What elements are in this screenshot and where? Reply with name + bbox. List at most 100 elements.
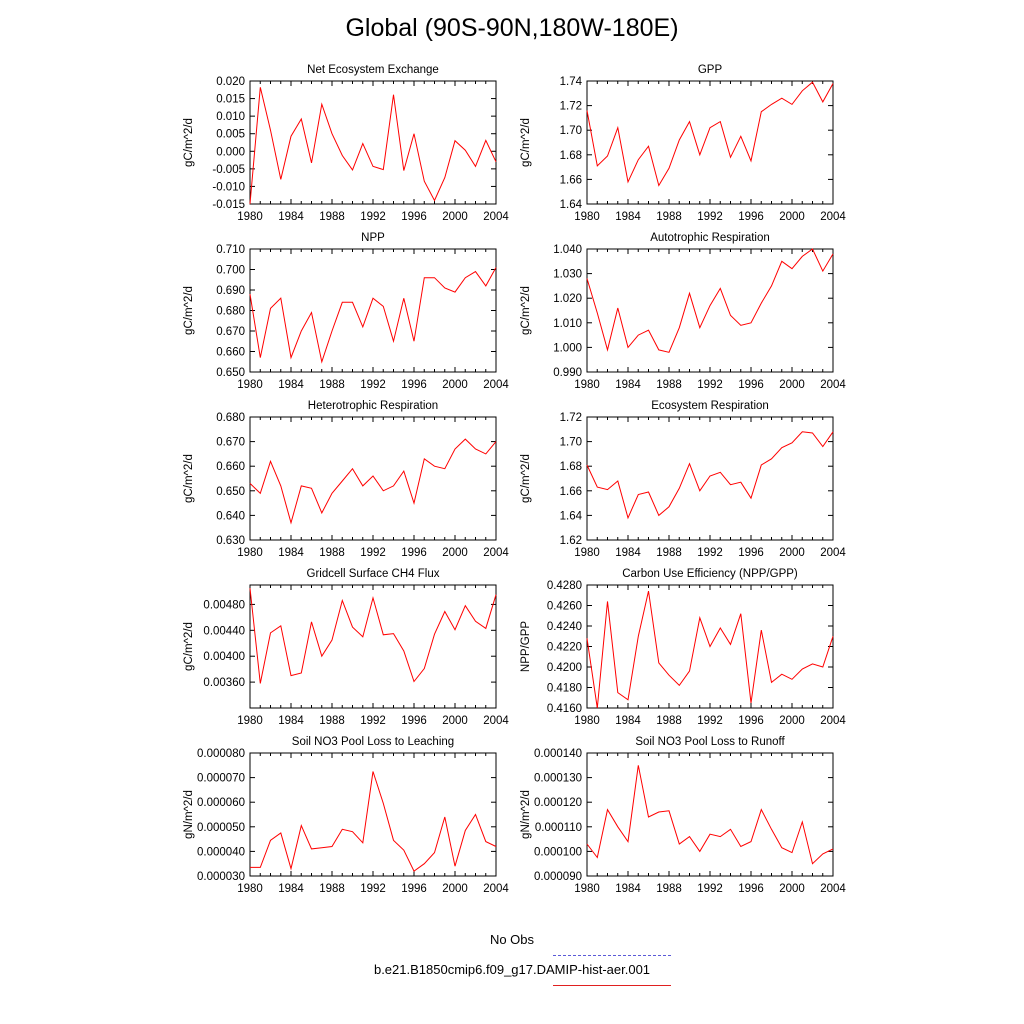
y-tick-label: 1.020: [553, 293, 582, 305]
y-tick-label: 0.630: [216, 535, 245, 547]
y-tick-label: 0.000040: [197, 846, 245, 858]
y-tick-label: 1.70: [560, 437, 582, 449]
x-tick-label: 1988: [656, 379, 682, 391]
y-tick-label: 1.030: [553, 269, 582, 281]
y-tick-label: 1.70: [560, 125, 582, 137]
y-tick-label: 0.4220: [547, 642, 582, 654]
x-tick-label: 2004: [820, 211, 846, 223]
y-axis-label: gC/m^2/d: [520, 454, 532, 503]
y-tick-label: 0.670: [216, 437, 245, 449]
legend-obs-label: No Obs: [489, 932, 535, 947]
x-tick-label: 1996: [401, 379, 427, 391]
x-tick-label: 1984: [278, 715, 304, 727]
x-tick-label: 2004: [483, 379, 509, 391]
y-tick-label: 0.00480: [203, 599, 245, 611]
x-tick-label: 1996: [738, 883, 764, 895]
y-tick-label: 0.710: [216, 244, 245, 256]
x-tick-label: 2004: [483, 715, 509, 727]
x-tick-label: 2000: [779, 211, 805, 223]
panel-1: Net Ecosystem Exchange gC/m^2/d -0.015 -0.0…: [183, 64, 509, 223]
x-tick-label: 2004: [820, 883, 846, 895]
plot-frame: [249, 248, 497, 373]
x-tick-label: 1984: [615, 379, 641, 391]
x-tick-label: 1988: [319, 379, 345, 391]
y-tick-label: 1.68: [560, 461, 582, 473]
x-tick-label: 2000: [442, 715, 468, 727]
y-tick-label: 0.670: [216, 326, 245, 338]
plot-frame: [586, 416, 834, 541]
y-tick-label: 0.680: [216, 306, 245, 318]
x-tick-label: 1996: [401, 211, 427, 223]
y-axis-label: gN/m^2/d: [520, 790, 532, 839]
series-line: [249, 588, 497, 684]
panel-title: Gridcell Surface CH4 Flux: [307, 568, 440, 580]
x-tick-label: 1980: [574, 211, 600, 223]
y-tick-label: 1.68: [560, 150, 582, 162]
y-axis-label: gN/m^2/d: [183, 790, 195, 839]
y-tick-label: 0.000100: [534, 846, 582, 858]
x-tick-label: 1992: [360, 883, 386, 895]
y-tick-label: 0.4160: [547, 703, 582, 715]
y-tick-label: 0.640: [216, 510, 245, 522]
y-tick-label: 1.040: [553, 244, 582, 256]
x-tick-label: 2004: [820, 379, 846, 391]
y-axis-label: gC/m^2/d: [183, 118, 195, 167]
panel-title: Net Ecosystem Exchange: [307, 64, 439, 76]
y-tick-label: 0.020: [216, 76, 245, 88]
y-tick-label: 0.4260: [547, 601, 582, 613]
panel-title: Soil NO3 Pool Loss to Leaching: [292, 736, 454, 748]
x-tick-label: 1992: [360, 379, 386, 391]
x-tick-label: 1988: [656, 547, 682, 559]
x-tick-label: 1980: [574, 715, 600, 727]
y-tick-label: 0.00360: [203, 677, 245, 689]
y-tick-label: 1.010: [553, 318, 582, 330]
panel-7: Gridcell Surface CH4 Flux gC/m^2/d 0.00360…: [183, 568, 509, 727]
series-line: [586, 248, 834, 353]
x-tick-label: 1988: [656, 715, 682, 727]
panel-2: GPP gC/m^2/d 1.64 1.66 1.68 1.70 1.72 1.74 1980 1…: [520, 64, 846, 223]
y-tick-label: 0.000140: [534, 748, 582, 760]
x-tick-label: 1988: [656, 883, 682, 895]
y-tick-label: 0.000050: [197, 822, 245, 834]
x-tick-label: 2000: [442, 211, 468, 223]
legend-obs-line: [553, 955, 671, 956]
x-tick-label: 1996: [401, 547, 427, 559]
plot-frame: [586, 752, 834, 877]
series-line: [586, 81, 834, 187]
x-tick-label: 2004: [820, 547, 846, 559]
x-tick-label: 2000: [779, 715, 805, 727]
y-tick-label: 1.72: [560, 412, 582, 424]
panel-3: NPP gC/m^2/d 0.650 0.660 0.670 0.680 0.690 0.70…: [183, 232, 509, 391]
y-tick-label: 0.680: [216, 412, 245, 424]
x-tick-label: 1984: [278, 547, 304, 559]
y-tick-label: 0.000120: [534, 797, 582, 809]
x-tick-label: 1996: [738, 547, 764, 559]
y-tick-label: 1.66: [560, 486, 582, 498]
x-tick-label: 1988: [656, 211, 682, 223]
x-tick-label: 1996: [738, 211, 764, 223]
y-axis-label: NPP/GPP: [520, 621, 532, 672]
x-tick-label: 2000: [779, 547, 805, 559]
x-tick-label: 2000: [779, 379, 805, 391]
y-tick-label: 1.62: [560, 535, 582, 547]
y-tick-label: 0.4180: [547, 683, 582, 695]
x-tick-label: 1992: [697, 379, 723, 391]
y-tick-label: 1.72: [560, 101, 582, 113]
x-tick-label: 1980: [574, 547, 600, 559]
y-tick-label: -0.015: [212, 199, 245, 211]
y-tick-label: 0.000130: [534, 773, 582, 785]
y-tick-label: 0.00400: [203, 651, 245, 663]
panel-title: Carbon Use Efficiency (NPP/GPP): [622, 568, 798, 580]
y-tick-label: -0.010: [212, 181, 245, 193]
x-tick-label: 1992: [697, 211, 723, 223]
x-tick-label: 1996: [401, 883, 427, 895]
x-tick-label: 1984: [615, 547, 641, 559]
y-axis-label: gC/m^2/d: [183, 286, 195, 335]
y-tick-label: 1.000: [553, 342, 582, 354]
y-tick-label: 0.4200: [547, 662, 582, 674]
y-tick-label: -0.005: [212, 164, 245, 176]
x-tick-label: 1984: [278, 379, 304, 391]
x-tick-label: 1980: [237, 379, 263, 391]
x-tick-label: 1996: [738, 715, 764, 727]
y-tick-label: 0.00440: [203, 625, 245, 637]
